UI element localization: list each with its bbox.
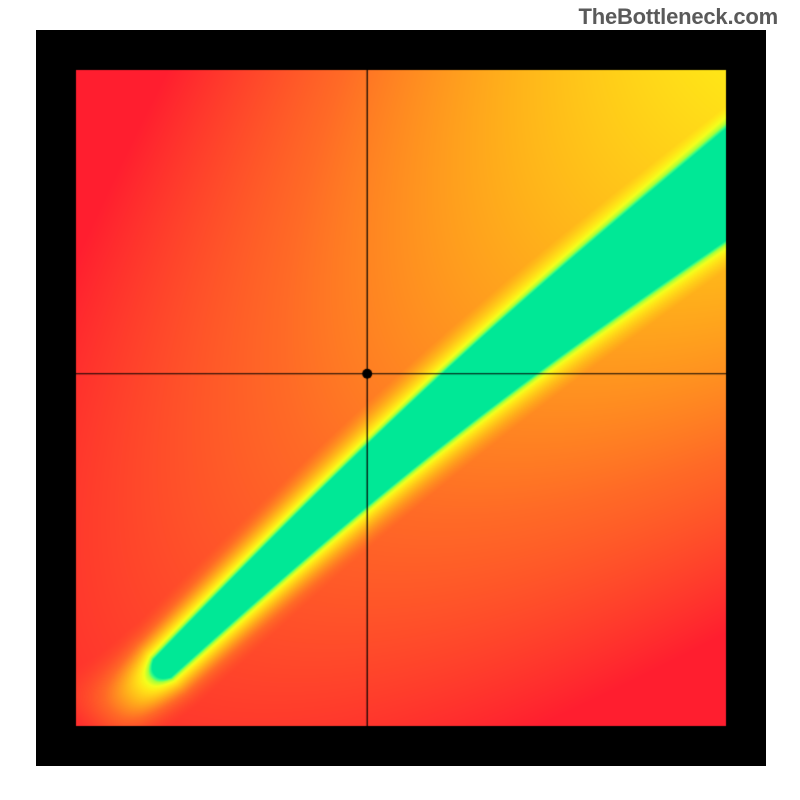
bottleneck-heatmap — [36, 30, 766, 766]
chart-container: TheBottleneck.com — [0, 0, 800, 800]
attribution-text: TheBottleneck.com — [578, 4, 778, 30]
